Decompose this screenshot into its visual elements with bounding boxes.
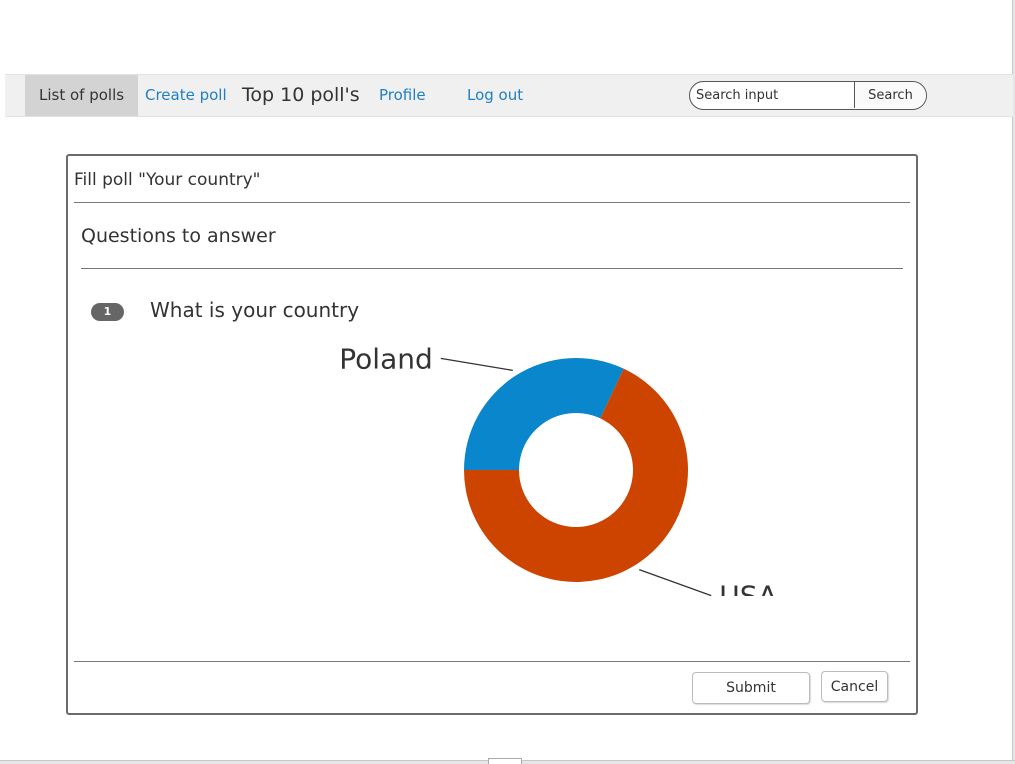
donut-slice-usa [464, 368, 688, 582]
search-bar: Search [689, 81, 927, 110]
leader-line-poland [440, 357, 513, 372]
nav-list-of-polls[interactable]: List of polls [25, 75, 139, 116]
window-right-edge [1012, 0, 1015, 764]
nav-top-polls[interactable]: Top 10 poll's [242, 84, 360, 106]
footer-divider [74, 661, 910, 662]
section-divider [81, 268, 903, 269]
slice-label-usa: USA [719, 580, 777, 596]
submit-button[interactable]: Submit [692, 672, 810, 704]
search-input[interactable] [690, 82, 854, 108]
search-button[interactable]: Search [854, 82, 926, 108]
scroll-handle[interactable] [488, 758, 522, 764]
section-title: Questions to answer [81, 225, 276, 247]
panel-title: Fill poll "Your country" [74, 170, 261, 190]
title-divider [74, 202, 910, 203]
nav-create-poll[interactable]: Create poll [145, 86, 227, 104]
nav-profile[interactable]: Profile [379, 86, 426, 104]
top-navigation: List of polls Create poll Top 10 poll's … [5, 74, 1013, 117]
cancel-button[interactable]: Cancel [821, 671, 888, 702]
nav-log-out[interactable]: Log out [467, 86, 524, 104]
donut-slice-poland [464, 358, 624, 470]
slice-label-poland: Poland [339, 346, 432, 375]
leader-line-usa [639, 569, 712, 596]
donut-chart: Poland USA [339, 346, 777, 596]
question-text: What is your country [150, 298, 360, 322]
question-number-badge: 1 [91, 303, 124, 321]
poll-panel: Fill poll "Your country" Questions to an… [66, 154, 918, 715]
